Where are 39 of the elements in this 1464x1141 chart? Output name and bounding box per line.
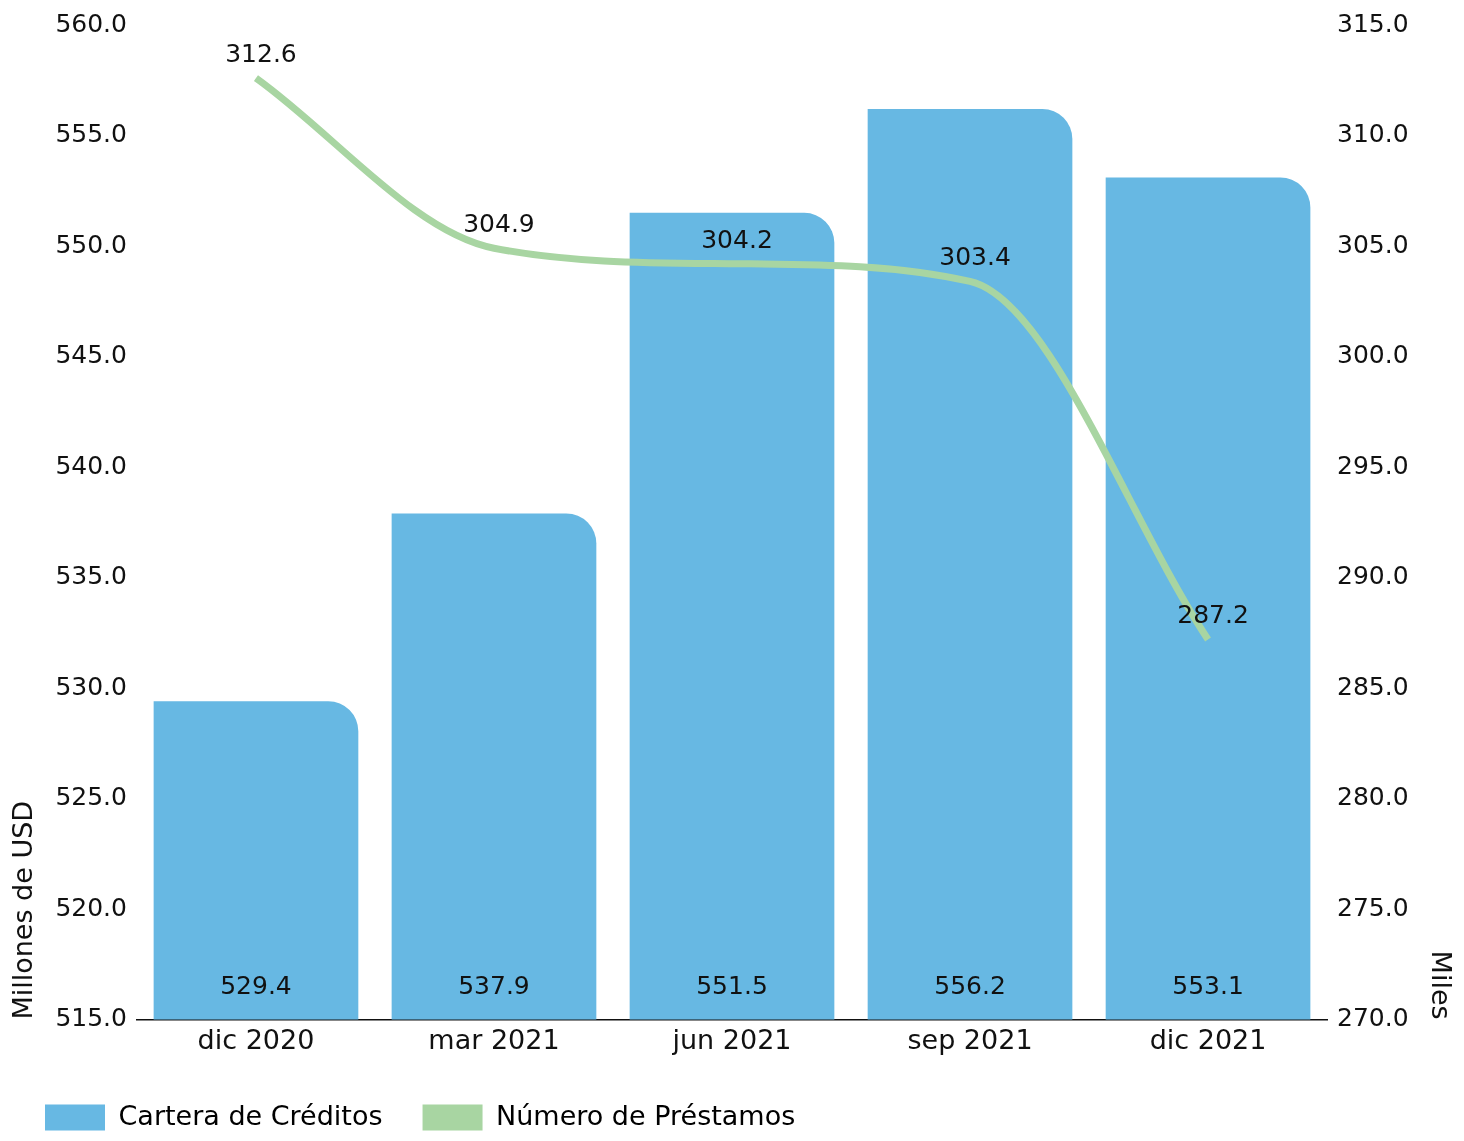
y-tick-label: 515.0 — [55, 1003, 127, 1033]
y-tick-label: 540.0 — [55, 450, 127, 480]
x-tick-label: mar 2021 — [428, 1023, 560, 1055]
x-tick-label: dic 2021 — [1149, 1023, 1267, 1055]
data-label: 529.4 — [220, 970, 292, 1000]
y2-axis-title: Miles — [1425, 950, 1457, 1020]
y-tick-label: 545.0 — [55, 340, 127, 370]
legend-label: Número de Préstamos — [496, 1099, 796, 1131]
y2-tick-label: 305.0 — [1337, 229, 1409, 259]
data-label: 304.9 — [463, 209, 535, 239]
data-label: 303.4 — [939, 242, 1011, 272]
legend-label: Cartera de Créditos — [118, 1099, 383, 1131]
data-label: 556.2 — [934, 970, 1006, 1000]
y-tick-label: 525.0 — [55, 782, 127, 812]
y2-tick-label: 270.0 — [1337, 1003, 1409, 1033]
data-label: 287.2 — [1177, 600, 1249, 630]
y2-tick-label: 290.0 — [1337, 561, 1409, 591]
y2-tick-label: 315.0 — [1337, 8, 1409, 38]
data-label: 304.2 — [701, 224, 773, 254]
x-tick-label: jun 2021 — [671, 1023, 792, 1055]
x-tick-label: dic 2020 — [197, 1023, 315, 1055]
y2-tick-label: 300.0 — [1337, 340, 1409, 370]
y-tick-label: 550.0 — [55, 229, 127, 259]
data-label: 537.9 — [458, 970, 530, 1000]
x-tick-label: sep 2021 — [907, 1023, 1033, 1055]
y2-tick-label: 280.0 — [1337, 782, 1409, 812]
data-label: 551.5 — [696, 970, 768, 1000]
data-label: 312.6 — [225, 39, 297, 69]
y-tick-label: 530.0 — [55, 671, 127, 701]
y-axis-title: Millones de USD — [7, 800, 39, 1020]
y-tick-label: 560.0 — [55, 8, 127, 38]
data-label: 553.1 — [1172, 970, 1244, 1000]
y2-tick-label: 310.0 — [1337, 119, 1409, 149]
y-tick-label: 520.0 — [55, 892, 127, 922]
y-tick-label: 555.0 — [55, 119, 127, 149]
y-tick-label: 535.0 — [55, 561, 127, 591]
y2-tick-label: 285.0 — [1337, 671, 1409, 701]
y2-tick-label: 275.0 — [1337, 892, 1409, 922]
y2-tick-label: 295.0 — [1337, 450, 1409, 480]
